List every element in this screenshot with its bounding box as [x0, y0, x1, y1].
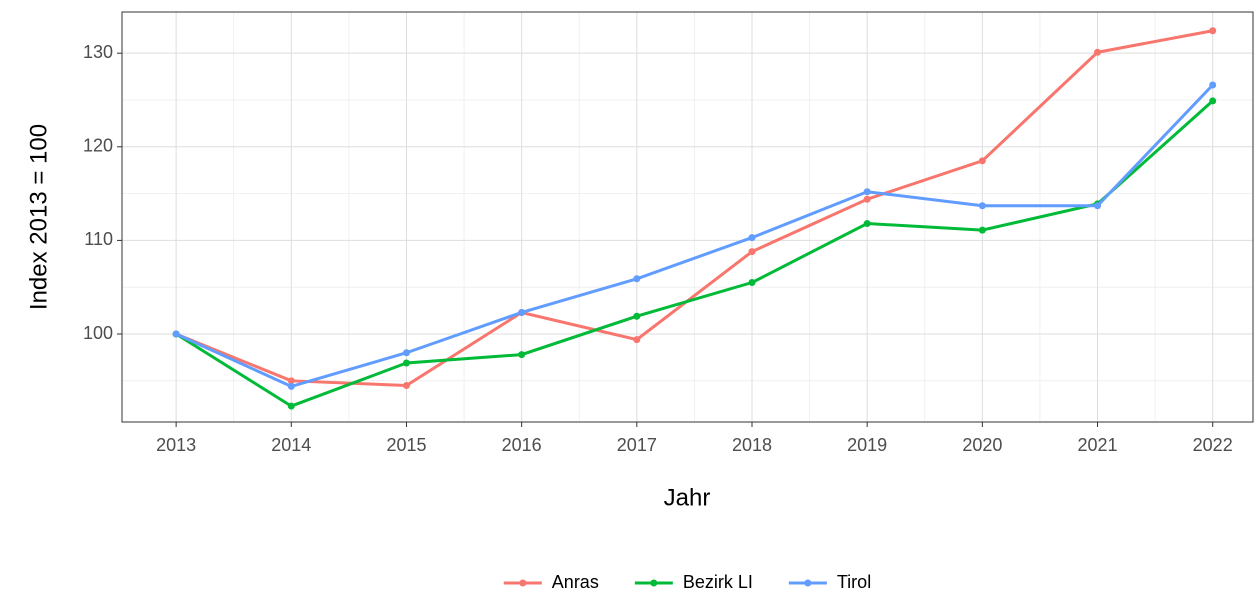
point [1209, 27, 1217, 35]
x-tick-label: 2016 [502, 435, 542, 455]
point [978, 202, 986, 210]
x-tick-label: 2021 [1077, 435, 1117, 455]
point [287, 377, 295, 385]
x-tick-label: 2018 [732, 435, 772, 455]
x-tick-label: 2022 [1193, 435, 1233, 455]
legend-key-point [650, 579, 658, 587]
legend-label: Anras [552, 572, 599, 592]
series-line [175, 83, 1214, 389]
x-tick-label: 2015 [386, 435, 426, 455]
point [748, 248, 756, 256]
point [863, 220, 871, 228]
point [287, 382, 295, 390]
point [1209, 81, 1217, 89]
y-tick-label: 120 [83, 136, 113, 156]
point [518, 351, 526, 359]
legend: Anras Bezirk LI Tirol [503, 572, 871, 592]
legend-key-point [804, 579, 812, 587]
x-tick-label: 2017 [617, 435, 657, 455]
point [1094, 48, 1102, 56]
point [748, 234, 756, 242]
point [287, 402, 295, 410]
point [172, 330, 180, 338]
point [402, 381, 410, 389]
y-tick-label: 110 [84, 229, 113, 249]
point [518, 308, 526, 316]
x-tick-label: 2019 [847, 435, 887, 455]
legend-key-point [519, 579, 527, 587]
point [633, 336, 641, 344]
point [633, 312, 641, 320]
point [402, 359, 410, 367]
legend-label: Bezirk LI [683, 572, 753, 592]
x-tick-label: 2013 [156, 435, 196, 455]
point [863, 195, 871, 203]
y-tick-label: 130 [83, 42, 113, 62]
point [1094, 202, 1102, 210]
point [402, 349, 410, 357]
x-tick-label: 2014 [271, 435, 311, 455]
point [633, 275, 641, 283]
point [1209, 97, 1217, 105]
point [748, 279, 756, 287]
plot-border [121, 11, 1254, 423]
y-axis-label: Index 2013 = 100 [25, 124, 52, 310]
x-tick-label: 2020 [962, 435, 1002, 455]
series-line [175, 99, 1214, 408]
point [863, 188, 871, 196]
point [978, 226, 986, 234]
y-tick-label: 100 [83, 323, 113, 343]
x-axis-label: Jahr [664, 484, 711, 511]
point [978, 157, 986, 165]
legend-label: Tirol [837, 572, 871, 592]
